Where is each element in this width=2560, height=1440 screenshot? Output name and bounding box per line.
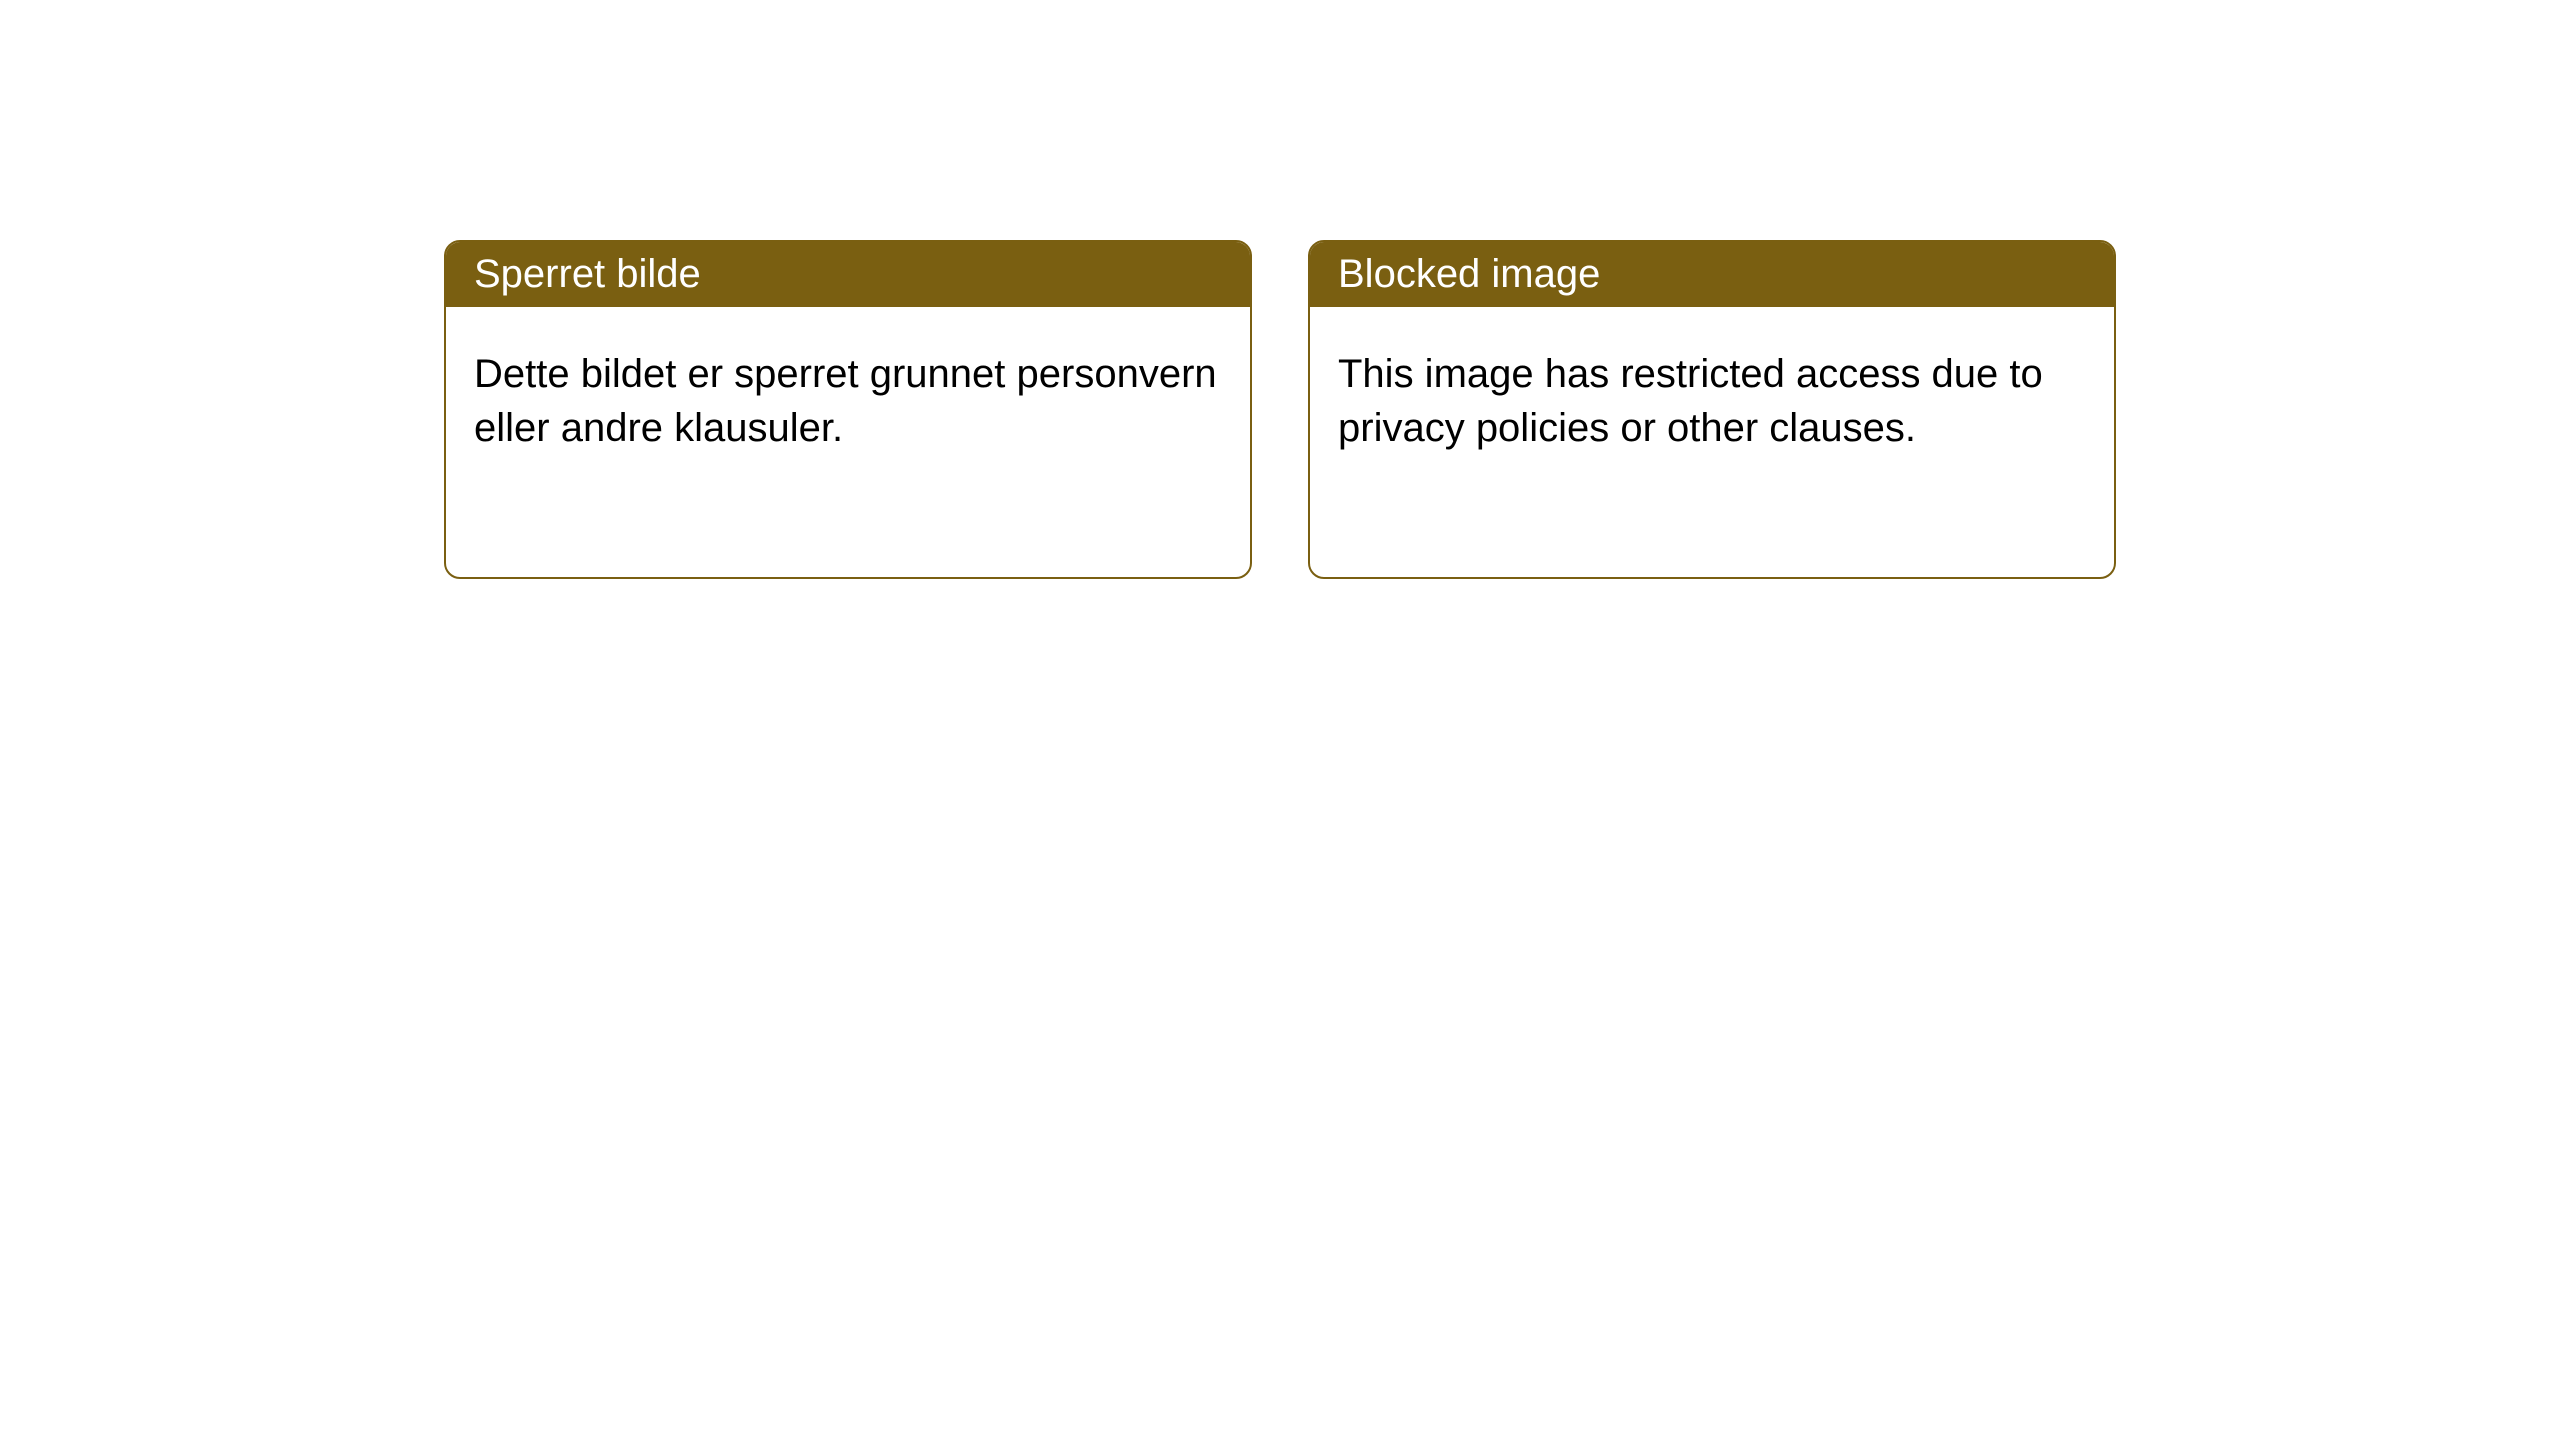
- notice-body-english: This image has restricted access due to …: [1310, 307, 2114, 577]
- notice-card-english: Blocked image This image has restricted …: [1308, 240, 2116, 579]
- notice-container: Sperret bilde Dette bildet er sperret gr…: [444, 240, 2116, 579]
- notice-title-english: Blocked image: [1310, 242, 2114, 307]
- notice-body-norwegian: Dette bildet er sperret grunnet personve…: [446, 307, 1250, 577]
- notice-card-norwegian: Sperret bilde Dette bildet er sperret gr…: [444, 240, 1252, 579]
- notice-title-norwegian: Sperret bilde: [446, 242, 1250, 307]
